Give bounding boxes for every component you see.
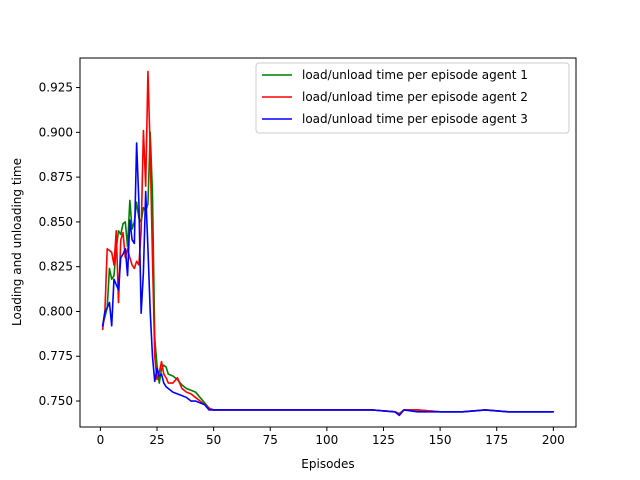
y-tick-label: 0.925	[39, 81, 73, 95]
series-line-agent-3	[101, 142, 555, 417]
x-tick-label: 100	[315, 433, 338, 447]
y-tick-label: 0.850	[39, 215, 73, 229]
x-tick-label: 150	[429, 433, 452, 447]
x-tick-label: 200	[542, 433, 565, 447]
plot-area-frame	[79, 57, 577, 428]
x-tick-label: 125	[372, 433, 395, 447]
y-tick-label: 0.775	[39, 349, 73, 363]
y-tick-label: 0.800	[39, 304, 73, 318]
y-tick-label: 0.825	[39, 260, 73, 274]
y-axis-label: Loading and unloading time	[10, 158, 24, 326]
x-tick-label: 50	[206, 433, 221, 447]
legend-label: load/unload time per episode agent 2	[302, 90, 528, 104]
x-tick-label: 25	[149, 433, 164, 447]
y-tick-label: 0.750	[39, 394, 73, 408]
series-layer	[101, 70, 555, 417]
x-axis-label: Episodes	[301, 457, 354, 471]
y-axis: 0.750 0.775 0.800 0.825 0.850 0.875 0.900 0.925	[39, 81, 80, 408]
y-tick-label: 0.900	[39, 125, 73, 139]
x-axis: 0 25 50 75 100 125 150 175 200	[97, 427, 565, 447]
legend-label: load/unload time per episode agent 3	[302, 112, 528, 126]
legend-label: load/unload time per episode agent 1	[302, 68, 528, 82]
y-tick-label: 0.875	[39, 170, 73, 184]
x-tick-label: 175	[485, 433, 508, 447]
x-tick-label: 0	[97, 433, 105, 447]
x-tick-label: 75	[263, 433, 278, 447]
legend-frame	[255, 62, 570, 134]
legend: load/unload time per episode agent 1 load…	[255, 62, 570, 134]
